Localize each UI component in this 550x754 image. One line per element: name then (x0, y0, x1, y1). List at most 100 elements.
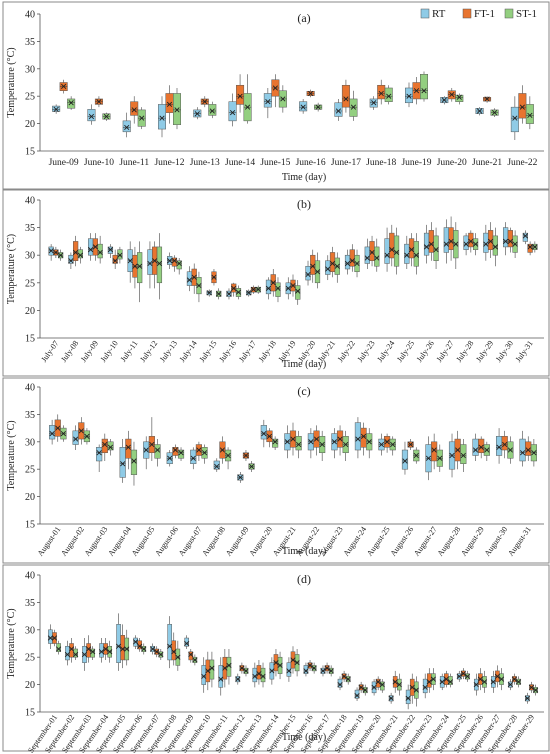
mean-marker (425, 455, 432, 461)
box-st-1 (384, 85, 393, 105)
x-tick-label: June-13 (190, 158, 220, 168)
mean-marker (117, 252, 123, 258)
mean-marker (404, 252, 410, 258)
category-group (201, 651, 215, 693)
box (507, 230, 513, 248)
box-rt (404, 235, 410, 269)
box-rt (88, 233, 94, 261)
mean-marker (296, 441, 302, 448)
box-ft-1 (478, 436, 485, 459)
mean-marker (150, 646, 156, 652)
box (472, 438, 479, 456)
x-tick-label: July-25 (395, 339, 416, 364)
mean-marker (61, 83, 67, 89)
mean-marker (371, 684, 377, 690)
box (405, 689, 411, 705)
mean-marker (250, 286, 257, 293)
mean-marker (73, 651, 79, 658)
x-tick-label: July-14 (178, 339, 199, 364)
box-st-1 (374, 238, 380, 272)
box-ft-1 (428, 222, 434, 261)
mean-marker (375, 679, 381, 685)
mean-marker (455, 447, 461, 453)
y-axis-label: Temperature (°C) (6, 47, 17, 117)
category-group (87, 96, 111, 125)
box-ft-1 (360, 422, 367, 456)
box (119, 447, 126, 478)
category-group (483, 222, 498, 267)
y-tick-label: 15 (25, 708, 35, 719)
category-group (305, 249, 321, 289)
mean-marker (219, 447, 226, 453)
mean-marker (125, 444, 131, 450)
y-tick-label: 30 (25, 64, 35, 75)
box-rt (401, 441, 409, 475)
mean-marker (167, 258, 173, 264)
mean-marker (362, 687, 368, 693)
x-tick-label: June-16 (296, 158, 326, 168)
mean-marker (460, 671, 466, 677)
x-axis-label: Time (day) (282, 546, 326, 557)
category-group (371, 676, 385, 696)
mean-marker (201, 673, 207, 679)
mean-marker (139, 115, 145, 121)
box (96, 447, 103, 462)
category-group (228, 74, 252, 127)
mean-marker (174, 107, 180, 113)
mean-marker (190, 455, 196, 461)
y-tick-label: 35 (25, 37, 35, 48)
box-rt (263, 87, 272, 119)
mean-marker (532, 244, 538, 250)
x-tick-label: June-15 (260, 158, 290, 168)
y-tick-label: 25 (25, 92, 35, 103)
mean-marker (310, 263, 316, 269)
mean-marker (350, 104, 357, 110)
mean-marker (255, 286, 261, 293)
x-tick-label: July-07 (39, 339, 60, 364)
category-group (96, 433, 114, 472)
mean-marker (519, 450, 526, 456)
y-tick-label: 20 (25, 492, 35, 503)
category-group (150, 643, 164, 660)
mean-marker (430, 676, 436, 682)
category-group (522, 230, 538, 256)
mean-marker (55, 646, 62, 652)
category-group (252, 659, 266, 688)
box-st-1 (455, 93, 464, 105)
mean-marker (532, 687, 539, 693)
box-st-1 (177, 447, 185, 461)
mean-marker (358, 684, 364, 690)
category-group (495, 428, 514, 464)
category-group (423, 222, 439, 269)
mean-marker (92, 244, 99, 250)
box-rt (423, 224, 430, 264)
mean-marker (423, 244, 430, 250)
box-st-1 (130, 441, 138, 486)
box-st-1 (272, 436, 279, 451)
mean-marker (527, 112, 533, 118)
box-st-1 (225, 447, 232, 470)
mean-marker (290, 657, 296, 663)
mean-marker (270, 280, 276, 286)
mean-marker (158, 651, 164, 658)
box-ft-1 (377, 79, 386, 105)
box (519, 438, 526, 462)
mean-marker (284, 439, 290, 445)
box (125, 438, 132, 459)
box-rt (167, 616, 172, 669)
mean-marker (492, 244, 498, 250)
mean-marker (512, 115, 518, 121)
mean-marker (443, 676, 449, 682)
category-group (456, 668, 471, 682)
x-tick-label: July-08 (59, 339, 80, 364)
mean-marker (88, 113, 95, 120)
category-group (265, 269, 281, 303)
mean-marker (102, 441, 108, 448)
x-tick-label: July-10 (99, 339, 120, 364)
box (379, 681, 385, 691)
mean-marker (408, 247, 415, 253)
mean-marker (487, 238, 494, 245)
box (413, 241, 419, 267)
mean-marker (156, 260, 163, 267)
category-group (263, 74, 287, 119)
